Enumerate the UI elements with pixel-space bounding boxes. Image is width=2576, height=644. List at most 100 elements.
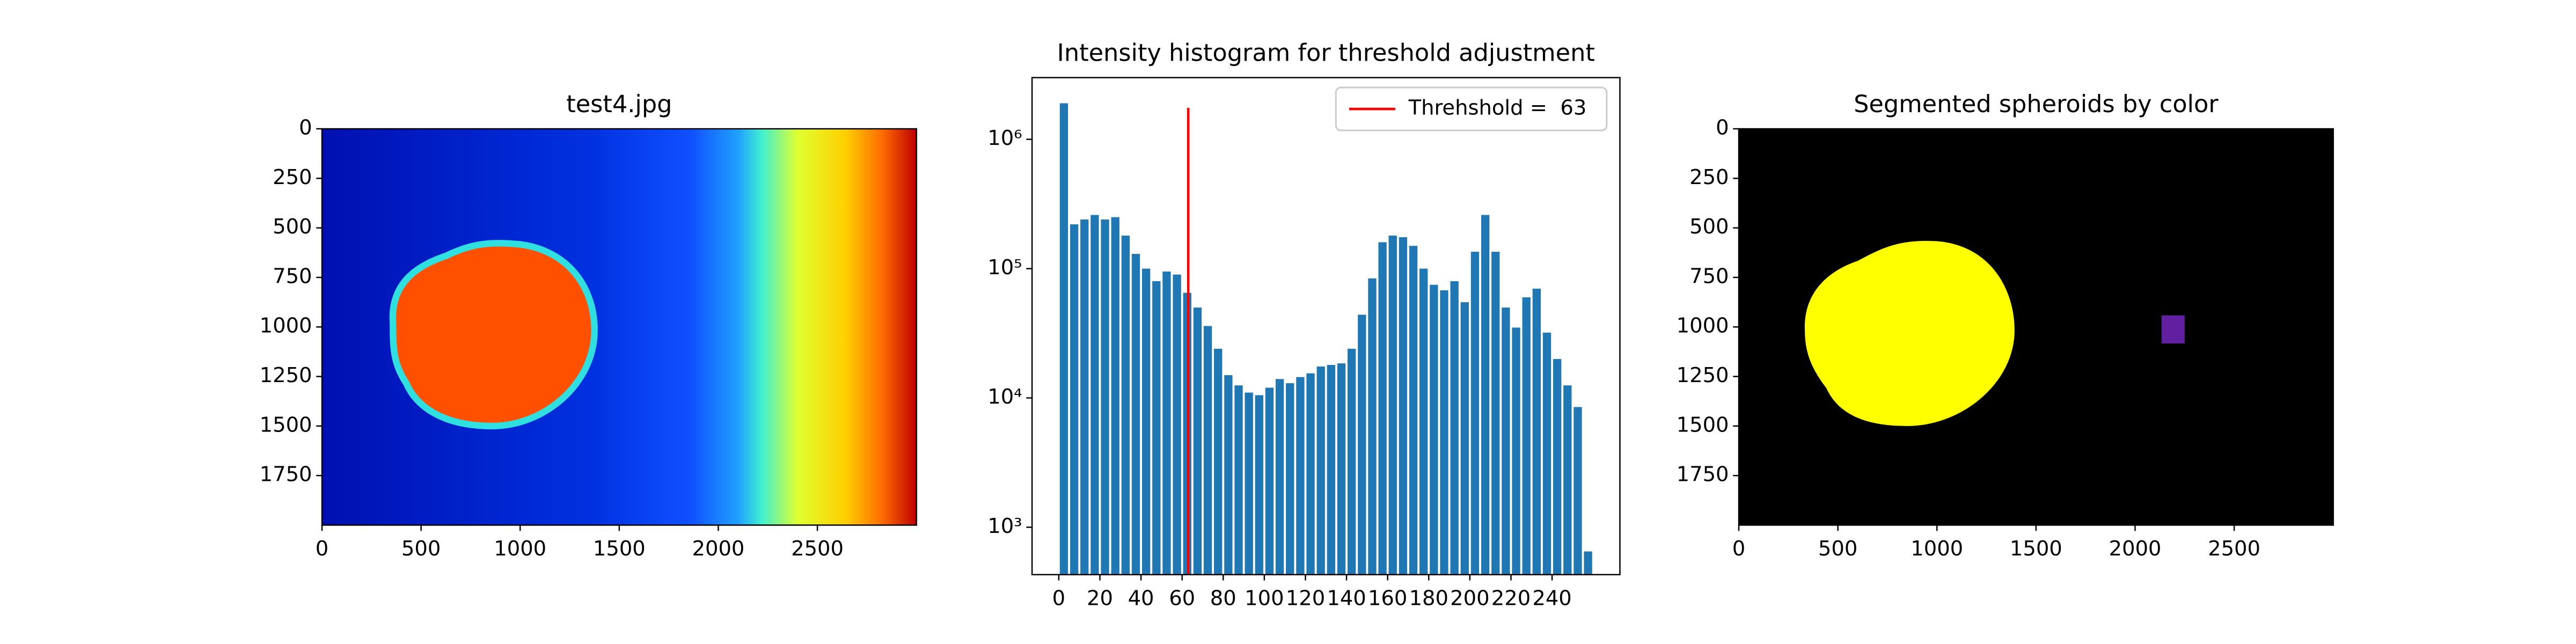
bar [1388, 236, 1397, 575]
y-tick-label: 750 [273, 264, 312, 288]
bar [1316, 366, 1325, 575]
x-tick-label: 0 [316, 537, 328, 561]
y-tick-label: 10⁶ [987, 126, 1022, 150]
y-tick-label: 0 [1716, 116, 1729, 140]
x-tick-label: 80 [1210, 586, 1236, 610]
bar [1430, 284, 1438, 575]
x-tick-label: 240 [1532, 586, 1571, 610]
bar [1234, 385, 1243, 575]
x-tick-label: 0 [1732, 537, 1745, 561]
bar [1224, 375, 1233, 575]
x-tick-label: 200 [1450, 586, 1489, 610]
x-tick-label: 0 [1052, 586, 1065, 610]
x-tick-label: 500 [401, 537, 441, 561]
y-tick-label: 0 [299, 116, 312, 140]
bar [1275, 379, 1284, 575]
bar [1131, 254, 1140, 575]
bar [1512, 327, 1520, 575]
bar [1563, 385, 1572, 575]
spheroid [1804, 240, 2015, 426]
bar [1327, 364, 1336, 575]
x-tick-label: 180 [1409, 586, 1448, 610]
x-tick-label: 2000 [2109, 537, 2162, 561]
bar [1091, 215, 1099, 575]
bar [1574, 407, 1582, 575]
y-tick-label: 1750 [260, 463, 312, 487]
bar [1491, 252, 1500, 575]
bar [1419, 268, 1428, 575]
x-tick-label: 1500 [2010, 537, 2062, 561]
bar [1152, 281, 1161, 575]
x-tick-label: 40 [1128, 586, 1154, 610]
y-tick-label: 10⁴ [987, 385, 1022, 409]
bar [1368, 278, 1377, 575]
x-tick-label: 1500 [593, 537, 646, 561]
y-tick-label: 10⁵ [987, 255, 1022, 280]
bar [1255, 395, 1263, 575]
y-tick-label: 1500 [1677, 413, 1729, 437]
image-left [322, 129, 917, 525]
bar [1265, 387, 1274, 575]
bar [1059, 103, 1069, 575]
x-tick-label: 220 [1491, 586, 1531, 610]
bar [1214, 348, 1223, 575]
y-tick-label: 500 [1689, 215, 1729, 239]
bar [1460, 302, 1469, 575]
x-tick-label: 1000 [494, 537, 546, 561]
y-tick-label: 500 [273, 215, 312, 239]
bar [1347, 348, 1356, 575]
bar [1358, 314, 1366, 575]
x-tick-label: 60 [1169, 586, 1195, 610]
bar [1245, 392, 1253, 575]
y-tick-label: 750 [1689, 264, 1729, 288]
bar [1070, 224, 1079, 575]
x-tick-label: 2000 [692, 537, 745, 561]
legend-label: Threhshold = 63 [1408, 96, 1587, 120]
y-tick-label: 1000 [1677, 314, 1729, 338]
image-right [1739, 129, 2333, 525]
spheroid [389, 239, 598, 430]
chart-title: Segmented spheroids by color [1854, 90, 2219, 118]
bar [1296, 377, 1305, 575]
y-tick-label: 250 [1689, 165, 1729, 189]
y-tick-label: 1500 [260, 413, 312, 437]
bar [1584, 551, 1592, 575]
bar [1440, 290, 1448, 575]
x-tick-label: 120 [1286, 586, 1325, 610]
bar [1481, 215, 1490, 575]
y-tick-label: 1250 [1677, 363, 1729, 387]
bar [1450, 281, 1459, 575]
bar [1080, 219, 1089, 575]
y-tick-label: 10³ [987, 514, 1022, 538]
bar [1399, 237, 1408, 575]
x-tick-label: 500 [1818, 537, 1857, 561]
x-tick-label: 100 [1245, 586, 1284, 610]
chart-title: test4.jpg [566, 90, 672, 118]
bar [1162, 271, 1171, 575]
y-tick-label: 1000 [260, 314, 312, 338]
bar [1173, 274, 1181, 575]
bar [1502, 308, 1510, 575]
bar [1286, 383, 1294, 575]
bar [1337, 363, 1346, 575]
y-tick-label: 1750 [1677, 463, 1729, 487]
bar [1141, 268, 1151, 575]
bar [1542, 332, 1552, 575]
x-tick-label: 1000 [1911, 537, 1963, 561]
bar [1522, 297, 1531, 575]
bar [1111, 217, 1119, 575]
axes-frame [1031, 77, 1621, 575]
legend-box [1335, 86, 1608, 131]
x-tick-label: 140 [1327, 586, 1366, 610]
bar [1553, 358, 1562, 575]
y-tick-label: 250 [273, 165, 312, 189]
bar [1193, 308, 1202, 575]
bar [1203, 326, 1212, 575]
bar [1409, 246, 1418, 575]
bar [1532, 288, 1541, 575]
y-tick-label: 1250 [260, 363, 312, 387]
bar [1470, 252, 1480, 575]
x-tick-label: 160 [1368, 586, 1407, 610]
x-tick-label: 2500 [791, 537, 844, 561]
